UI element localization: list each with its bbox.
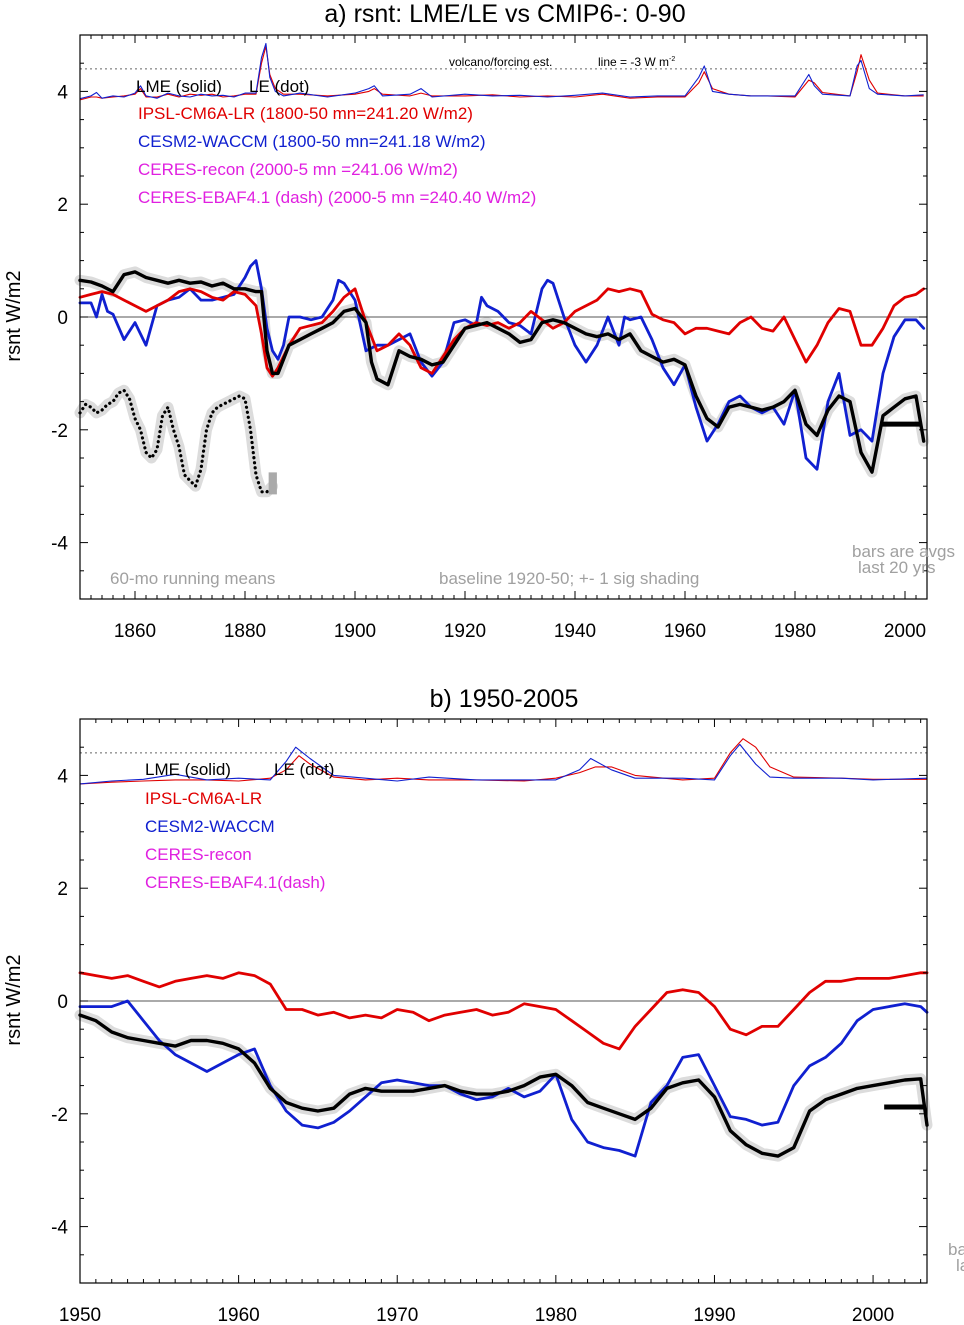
x-tick-label: 1900 — [334, 621, 376, 642]
x-tick-label: 1970 — [376, 1305, 418, 1325]
volcano-line-label-superscript: -2 — [669, 56, 675, 63]
legend-b-lme: LME (solid) — [145, 760, 231, 779]
legend-b-le: LE (dot) — [274, 760, 334, 779]
volcano-line-ipsl-cm6a-lr — [79, 738, 927, 785]
note-last-20-yrs: last 20 yrs — [858, 558, 935, 577]
panel-b-ylabel: rsnt W/m2 — [3, 954, 25, 1045]
x-tick-label: 1860 — [114, 621, 156, 642]
note-b-bars-avgs: bars are avgs — [948, 1240, 964, 1259]
series-line-cesm2-waccm — [78, 999, 929, 1158]
y-tick-label: -2 — [51, 1105, 68, 1126]
series-line-lme — [78, 270, 926, 474]
x-tick-label: 1980 — [774, 621, 816, 642]
x-tick-label: 1960 — [217, 1305, 259, 1325]
legend-ceres-recon: CERES-recon (2000-5 mn =241.06 W/m2) — [138, 160, 458, 179]
x-tick-label: 1960 — [664, 621, 706, 642]
x-tick-label: 1980 — [535, 1305, 577, 1325]
panel-b: b) 1950-2005 rsnt W/m2 LME (solid) LE (d… — [3, 685, 964, 1325]
y-tick-label: -4 — [51, 1218, 68, 1239]
panel-b-series — [78, 971, 929, 1158]
legend-b-ceres-ebaf: CERES-EBAF4.1(dash) — [145, 873, 325, 892]
x-tick-label: 1880 — [224, 621, 266, 642]
legend-cesm2: CESM2-WACCM (1800-50 mn=241.18 W/m2) — [138, 132, 486, 151]
note-running-means: 60-mo running means — [110, 569, 275, 588]
legend-b-cesm2: CESM2-WACCM — [145, 817, 275, 836]
panel-b-title: b) 1950-2005 — [430, 685, 579, 713]
y-tick-label: 4 — [57, 82, 68, 103]
y-tick-label: 4 — [57, 766, 68, 787]
panel-a-tick-labels: 1860 1880 1900 1920 1940 1960 1980 2000 -4 -2 0 2 4 — [51, 82, 926, 642]
note-bars-avgs: bars are avgs — [852, 542, 955, 561]
y-tick-label: -2 — [51, 421, 68, 442]
x-tick-label: 1950 — [59, 1305, 101, 1325]
panel-a: a) rsnt: LME/LE vs CMIP6-: 0-90 rsnt W/m… — [3, 0, 955, 642]
note-b-last-20-yrs: last 20 yrs — [956, 1256, 964, 1275]
series-line-lme — [78, 1013, 929, 1158]
note-baseline: baseline 1920-50; +- 1 sig shading — [439, 569, 699, 588]
x-tick-label: 1940 — [554, 621, 596, 642]
x-tick-label: 2000 — [884, 621, 926, 642]
panel-a-bars — [268, 421, 922, 495]
y-tick-label: 2 — [57, 195, 68, 216]
y-tick-label: 2 — [57, 879, 68, 900]
panel-a-shading — [74, 266, 930, 498]
panel-a-axes — [79, 34, 928, 600]
x-tick-label: 1920 — [444, 621, 486, 642]
panel-a-series — [78, 259, 926, 494]
y-tick-label: 0 — [57, 992, 68, 1013]
legend-b-ceres-recon: CERES-recon — [145, 845, 252, 864]
x-tick-label: 2000 — [852, 1305, 894, 1325]
legend-b-ipsl: IPSL-CM6A-LR — [145, 789, 262, 808]
y-tick-label: -4 — [51, 534, 68, 555]
panel-b-tick-labels: 1950 1960 1970 1980 1990 2000 -4 -2 0 2 4 — [51, 766, 894, 1325]
volcano-label: volcano/forcing est. — [449, 55, 552, 69]
y-tick-label: 0 — [57, 308, 68, 329]
volcano-line-cesm2-waccm — [79, 743, 928, 785]
panel-a-ylabel: rsnt W/m2 — [3, 270, 25, 361]
series-line-le — [78, 388, 275, 494]
panel-a-title: a) rsnt: LME/LE vs CMIP6-: 0-90 — [324, 0, 685, 28]
legend-ipsl: IPSL-CM6A-LR (1800-50 mn=241.20 W/m2) — [138, 104, 473, 123]
panel-b-axes — [79, 718, 928, 1284]
panel-b-volcano-lines — [79, 738, 928, 785]
volcano-line-label: line = -3 W m-2 — [598, 55, 675, 69]
legend-lme: LME (solid) — [136, 77, 222, 96]
x-tick-label: 1990 — [693, 1305, 735, 1325]
series-line-ipsl-cm6a-lr — [78, 971, 929, 1051]
panel-a-volcano-lines — [79, 42, 927, 101]
volcano-line-label-text: line = -3 W m — [598, 55, 669, 69]
legend-ceres-ebaf: CERES-EBAF4.1 (dash) (2000-5 mn =240.40 … — [138, 188, 536, 207]
volcano-line-cesm2-waccm — [79, 42, 924, 100]
legend-le: LE (dot) — [249, 77, 309, 96]
